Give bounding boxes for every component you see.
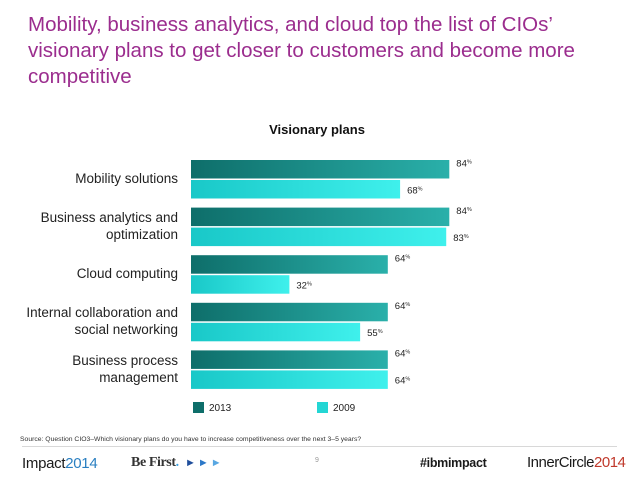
bar-2013 bbox=[191, 350, 388, 369]
data-label-suffix: % bbox=[418, 186, 423, 192]
arrow-right-icon: ► bbox=[185, 457, 198, 469]
impact-2014-logo: Impact2014 bbox=[22, 455, 98, 472]
headline-line-2: visionary plans to get closer to custome… bbox=[28, 39, 575, 62]
legend-swatch-2009 bbox=[317, 402, 328, 413]
page-number: 9 bbox=[315, 457, 319, 464]
arrow-icons: ►►► bbox=[185, 457, 224, 469]
innercircle-year: 2014 bbox=[594, 454, 626, 471]
data-label-suffix: % bbox=[467, 159, 472, 165]
data-label: 68% bbox=[407, 185, 423, 196]
footer: Impact2014 Be First. ►►► 9 #ibmimpact In… bbox=[0, 446, 638, 479]
data-label: 64% bbox=[395, 301, 411, 312]
category-label-line: social networking bbox=[74, 322, 178, 338]
data-label-suffix: % bbox=[405, 302, 410, 308]
data-label-suffix: % bbox=[405, 377, 410, 383]
headline-line-1: Mobility, business analytics, and cloud … bbox=[28, 13, 553, 36]
be-first-word: Be First bbox=[131, 455, 176, 470]
category-label-line: Business process bbox=[72, 352, 178, 368]
bar-2013 bbox=[191, 207, 450, 227]
category-label: Business process management bbox=[72, 352, 178, 386]
bar-2009 bbox=[191, 227, 447, 247]
data-label-suffix: % bbox=[467, 207, 472, 213]
legend-label: 2013 bbox=[209, 403, 232, 414]
category-label-line: optimization bbox=[105, 226, 178, 242]
data-label: 64% bbox=[395, 376, 411, 387]
category-label: Internal collaboration and social network… bbox=[26, 304, 178, 338]
legend-label: 2009 bbox=[333, 403, 356, 414]
bar-2009 bbox=[191, 370, 388, 389]
data-label-suffix: % bbox=[378, 329, 383, 335]
be-first-logo: Be First. bbox=[131, 455, 179, 471]
data-label: 32% bbox=[296, 280, 312, 291]
data-label: 84% bbox=[456, 206, 472, 217]
category-label: Business analytics and optimization bbox=[41, 209, 178, 243]
impact-year: 2014 bbox=[65, 455, 98, 472]
category-label-line: Cloud computing bbox=[76, 265, 178, 281]
bar-2013 bbox=[191, 160, 450, 179]
data-label: 83% bbox=[453, 233, 469, 244]
innercircle-word: InnerCircle bbox=[527, 454, 595, 471]
innercircle-2014-logo: InnerCircle2014 bbox=[527, 454, 626, 471]
bar-2013 bbox=[191, 302, 388, 322]
headline-line-3: competitive bbox=[28, 65, 132, 88]
impact-word: Impact bbox=[22, 455, 66, 472]
arrow-right-icon: ► bbox=[210, 457, 224, 469]
slide-headline: Mobility, business analytics, and cloud … bbox=[28, 12, 618, 90]
arrow-right-icon: ► bbox=[197, 457, 211, 469]
category-label: Cloud computing bbox=[77, 265, 178, 282]
bar-2009 bbox=[191, 322, 361, 342]
bar-2009 bbox=[191, 275, 290, 294]
category-label-line: management bbox=[99, 369, 178, 385]
data-label: 64% bbox=[395, 349, 411, 360]
data-label: 55% bbox=[367, 328, 383, 339]
data-label-suffix: % bbox=[464, 234, 469, 240]
category-label-line: Mobility solutions bbox=[75, 170, 178, 186]
bar-2013 bbox=[191, 255, 388, 274]
legend-swatch-2013 bbox=[193, 402, 204, 413]
data-label: 84% bbox=[456, 158, 472, 169]
data-label-suffix: % bbox=[307, 281, 312, 287]
category-label-line: Internal collaboration and bbox=[26, 305, 178, 321]
be-first-dot: . bbox=[175, 455, 180, 470]
category-label: Mobility solutions bbox=[75, 170, 178, 187]
data-label-suffix: % bbox=[405, 254, 410, 260]
source-note: Source: Question CIO3–Which visionary pl… bbox=[20, 436, 362, 443]
chart-title: Visionary plans bbox=[269, 122, 365, 137]
data-label-suffix: % bbox=[405, 350, 410, 356]
data-label: 64% bbox=[395, 253, 411, 264]
bar-2009 bbox=[191, 180, 401, 199]
category-label-line: Business analytics and bbox=[40, 209, 178, 225]
bar-chart: 84% 68% 84% 83% 64% 32% 64% 55% 64% 64% 2013 2009 bbox=[191, 158, 472, 414]
footer-divider bbox=[22, 446, 617, 447]
hashtag: #ibmimpact bbox=[420, 456, 487, 470]
